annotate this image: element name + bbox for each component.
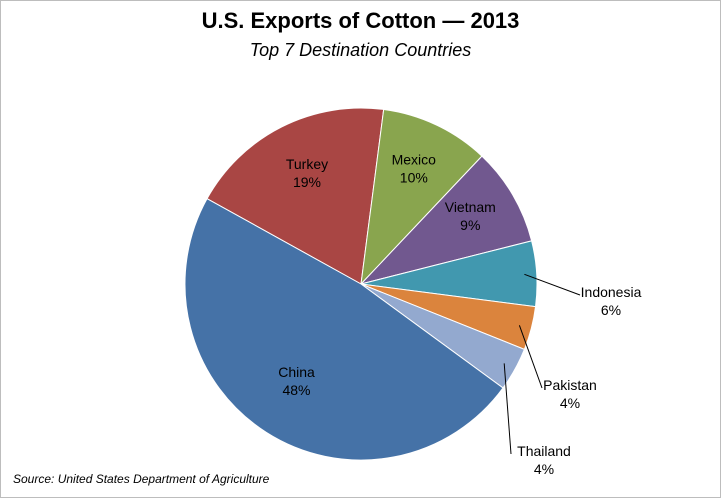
slice-label-pakistan: Pakistan [543, 377, 597, 393]
leader-line-indonesia [524, 273, 581, 296]
slice-label-china: China [278, 364, 315, 380]
pie-slice-turkey [206, 107, 385, 285]
leader-line-thailand [503, 363, 512, 455]
slice-label-vietnam: Vietnam [445, 199, 496, 215]
slice-value-turkey: 19% [293, 174, 321, 190]
source-note: Source: United States Department of Agri… [13, 472, 270, 486]
slice-value-mexico: 10% [400, 170, 428, 186]
slice-label-turkey: Turkey [286, 156, 328, 172]
slice-value-thailand: 4% [534, 461, 554, 477]
chart-subtitle: Top 7 Destination Countries [249, 40, 472, 60]
slice-label-mexico: Mexico [392, 152, 437, 168]
chart-title: U.S. Exports of Cotton — 2013 [201, 8, 520, 33]
slice-value-china: 48% [282, 382, 310, 398]
slice-value-vietnam: 9% [460, 217, 480, 233]
pie-slice-vietnam [359, 155, 533, 285]
pie-slice-mexico [360, 108, 483, 286]
slice-value-pakistan: 4% [560, 395, 580, 411]
slice-label-thailand: Thailand [517, 443, 571, 459]
slice-value-indonesia: 6% [601, 302, 621, 318]
slice-label-indonesia: Indonesia [581, 284, 642, 300]
pie-slice-china [184, 197, 504, 461]
leader-line-pakistan [518, 325, 543, 389]
